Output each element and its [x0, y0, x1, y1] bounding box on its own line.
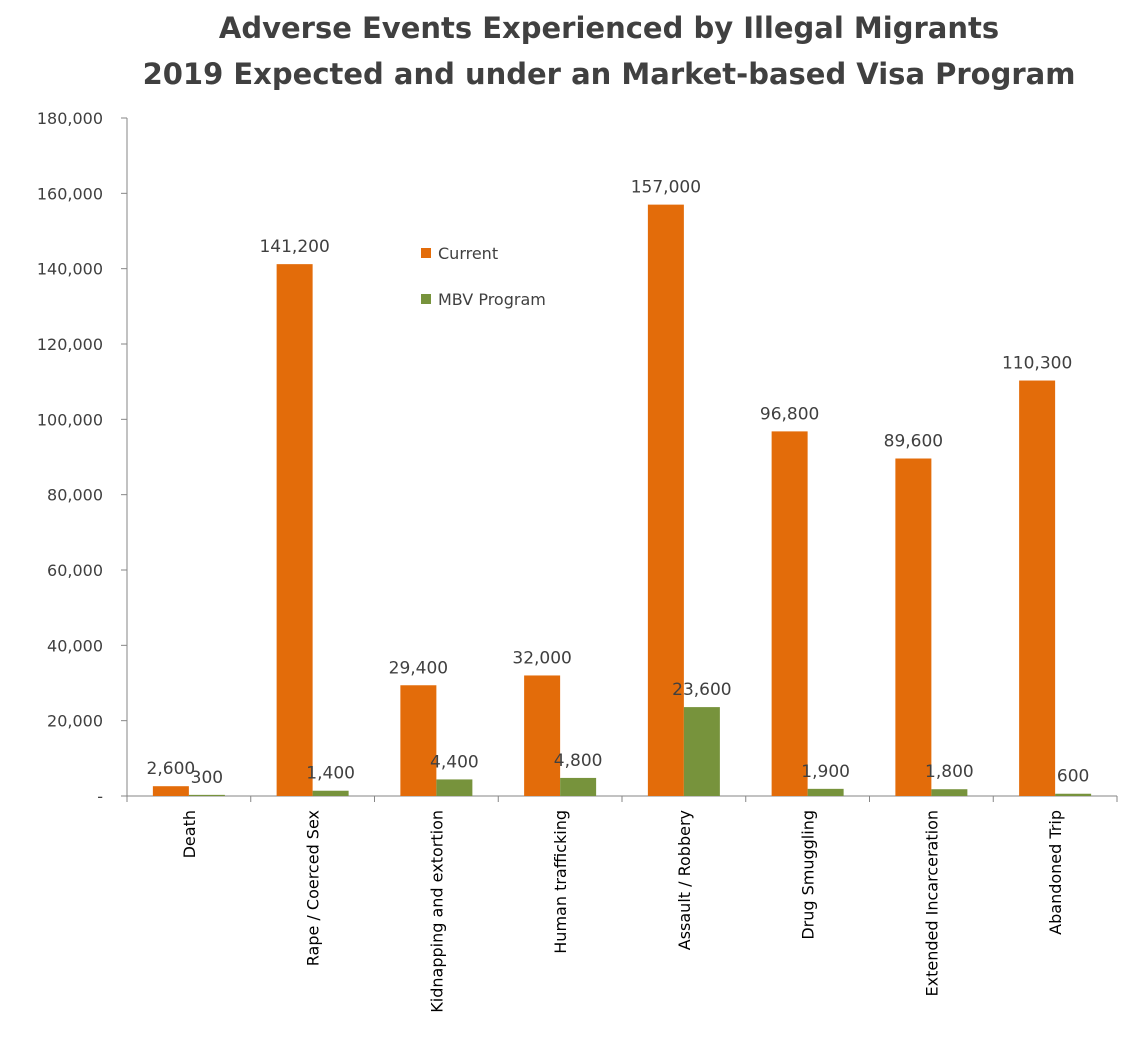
x-category-label: Kidnapping and extortion — [427, 810, 446, 1013]
data-label: 96,800 — [760, 404, 819, 424]
x-category-label: Death — [180, 810, 199, 858]
data-label: 600 — [1057, 767, 1089, 787]
data-label: 300 — [191, 768, 223, 788]
bar-current — [895, 458, 932, 796]
data-label: 23,600 — [672, 680, 731, 700]
legend: Current MBV Program — [421, 244, 546, 309]
bar-current — [400, 685, 437, 796]
data-labels: 2,600 141,200 29,400 32,000 157,000 96,800 89,… — [147, 178, 1090, 788]
y-tick-label: 40,000 — [47, 636, 103, 655]
y-tick-label: 20,000 — [47, 712, 103, 731]
data-label: 4,400 — [430, 752, 479, 772]
x-category-label: Rape / Coerced Sex — [304, 810, 323, 966]
legend-label: MBV Program — [438, 290, 546, 309]
x-category-label: Drug Smuggling — [799, 810, 818, 940]
x-category-label: Assault / Robbery — [675, 810, 694, 950]
bar-mbv-program — [683, 707, 720, 796]
data-label: 141,200 — [259, 237, 329, 257]
bar-current — [1019, 380, 1056, 796]
y-tick-label: 160,000 — [37, 184, 103, 203]
x-category-label: Extended Incarceration — [922, 810, 941, 996]
legend-swatch — [421, 248, 431, 258]
bar-mbv-program — [436, 779, 473, 796]
legend-swatch — [421, 294, 431, 304]
y-tick-label: 100,000 — [37, 410, 103, 429]
y-tick-label: 120,000 — [37, 335, 103, 354]
x-category-label: Human trafficking — [551, 810, 570, 954]
y-tick-label: 140,000 — [37, 260, 103, 279]
bar-mbv-program — [188, 794, 225, 796]
bar-current — [647, 204, 684, 797]
data-label: 110,300 — [1002, 354, 1072, 374]
legend-label: Current — [438, 244, 498, 263]
data-label: 2,600 — [147, 759, 196, 779]
bar-mbv-program — [807, 788, 844, 796]
axes: - 20,000 40,000 60,000 80,000 100,000 120,000 1… — [37, 109, 1118, 1013]
y-tick-label: 60,000 — [47, 561, 103, 580]
data-label: 4,800 — [554, 751, 603, 771]
chart-subtitle: 2019 Expected and under an Market-based … — [143, 57, 1076, 91]
chart-title: Adverse Events Experienced by Illegal Mi… — [219, 11, 999, 45]
bar-current — [524, 675, 561, 796]
data-label: 29,400 — [389, 658, 448, 678]
bar-mbv-program — [312, 790, 349, 796]
data-label: 89,600 — [884, 432, 943, 452]
x-category-label: Abandoned Trip — [1046, 810, 1065, 935]
data-label: 1,800 — [925, 762, 974, 782]
data-label: 1,400 — [306, 764, 355, 784]
bars — [152, 204, 1092, 797]
bar-current — [152, 786, 189, 796]
data-label: 157,000 — [631, 178, 701, 198]
bar-mbv-program — [931, 789, 968, 796]
y-tick-label: - — [97, 787, 103, 806]
y-tick-label: 80,000 — [47, 486, 103, 505]
bar-mbv-program — [560, 777, 597, 796]
y-tick-label: 180,000 — [37, 109, 103, 128]
bar-current — [771, 431, 808, 796]
data-label: 32,000 — [512, 648, 571, 668]
bar-mbv-program — [1055, 793, 1092, 796]
bar-current — [276, 264, 313, 796]
data-label: 1,900 — [801, 762, 850, 782]
